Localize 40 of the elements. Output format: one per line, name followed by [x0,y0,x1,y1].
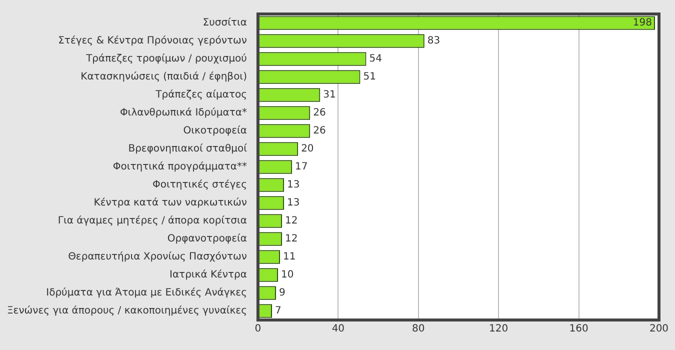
data-label: 20 [301,144,314,155]
data-label: 9 [279,288,286,299]
y-tick-label: Ξενώνες για άπορους / κακοποιημένες γυναίκες [6,306,247,317]
y-tick-label: Τράπεζες τροφίμων / ρουχισμού [85,54,248,65]
y-tick-label: Θεραπευτήρια Χρονίως Πασχόντων [68,252,248,263]
data-label: 83 [427,36,440,47]
x-tick-label: 80 [412,324,425,335]
data-label: 11 [283,252,296,263]
data-label: 12 [285,216,298,227]
data-label: 7 [275,306,282,317]
y-tick-label: Κατασκηνώσεις (παιδιά / έφηβοι) [80,72,248,83]
data-label: 54 [369,54,382,65]
data-label: 13 [287,198,300,209]
y-tick-label: Ιατρικά Κέντρα [170,270,248,281]
y-tick-label: Φοιτητικά προγράμματα** [112,162,247,173]
data-label: 26 [313,126,326,137]
y-tick-label: Ιδρύματα για Άτομα με Ειδικές Ανάγκες [46,288,247,299]
data-label: 13 [287,180,300,191]
y-tick-label: Κέντρα κατά των ναρκωτικών [94,198,248,209]
x-tick-label: 0 [254,324,262,335]
y-tick-label: Στέγες & Κέντρα Πρόνοιας γερόντων [58,36,248,47]
y-tick-label: Φοιτητικές στέγες [152,180,247,191]
x-tick-label: 200 [649,324,669,335]
data-label: 10 [281,270,294,281]
y-tick-label: Συσσίτια [202,18,248,29]
y-tick-label: Για άγαμες μητέρες / άπορα κορίτσια [58,216,248,227]
x-tick-label: 160 [569,324,588,335]
y-tick-label: Τράπεζες αίματος [154,90,247,101]
y-tick-label: Οικοτροφεία [183,126,248,137]
data-label: 26 [313,108,326,119]
y-tick-label: Βρεφονηπιακοί σταθμοί [128,144,248,155]
data-label: 198 [632,18,652,29]
y-tick-label: Ορφανοτροφεία [167,234,248,245]
data-label: 17 [295,162,308,173]
x-tick-label: 40 [332,324,345,335]
data-label: 31 [323,90,336,101]
x-tick-label: 120 [489,324,508,335]
data-label: 12 [285,234,298,245]
y-tick-label: Φιλανθρωπικά Ιδρύματα* [120,108,247,119]
data-label: 51 [363,72,376,83]
